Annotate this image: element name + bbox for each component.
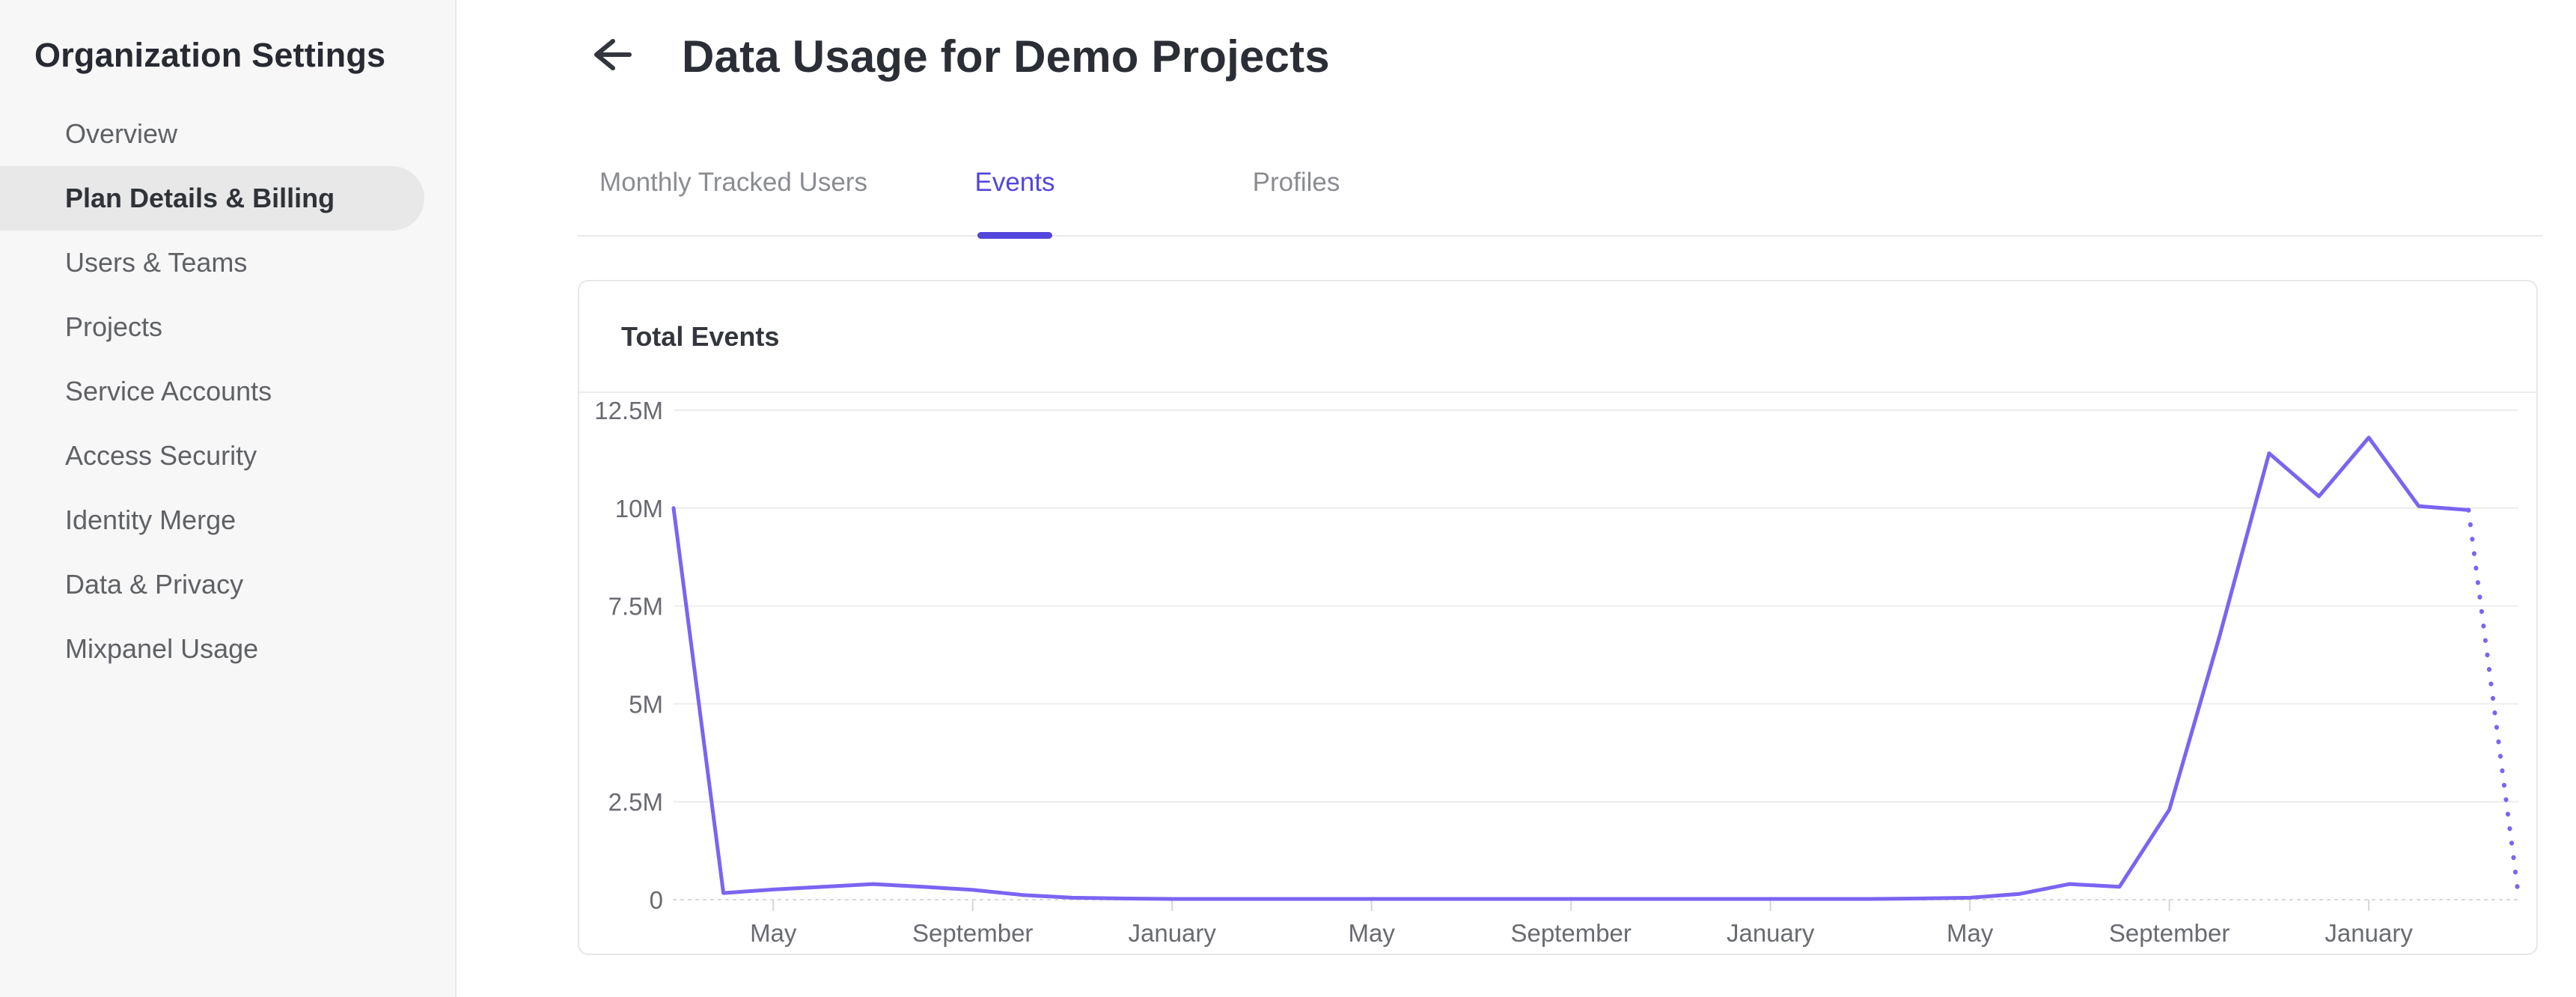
y-axis-label: 0: [650, 886, 663, 914]
sidebar-title: Organization Settings: [34, 36, 386, 74]
y-axis-label: 2.5M: [608, 788, 663, 816]
main-content: Data Usage for Demo Projects Monthly Tra…: [457, 0, 2576, 997]
tab-label: Events: [974, 168, 1055, 197]
y-axis-label: 12.5M: [594, 397, 663, 424]
page-title: Data Usage for Demo Projects: [682, 31, 1330, 82]
x-axis-label: January: [1727, 919, 1815, 947]
total-events-chart[interactable]: 12.5M 10M 7.5M 5M 2.5M 0 May September January Ma…: [579, 393, 2536, 951]
x-axis-label: May: [750, 919, 797, 947]
active-tab-underline: [977, 232, 1052, 239]
sidebar-item-service-accounts[interactable]: Service Accounts: [65, 376, 272, 406]
sidebar-nav: Overview Plan Details & Billing Users & Te…: [0, 102, 455, 681]
tab-label: Monthly Tracked Users: [599, 168, 867, 197]
sidebar-item-plan-details-billing[interactable]: Plan Details & Billing: [0, 166, 424, 231]
back-button[interactable]: [586, 32, 634, 80]
x-axis-label: May: [1349, 919, 1396, 947]
x-axis-label: September: [1510, 919, 1631, 947]
page-header: Data Usage for Demo Projects: [586, 28, 1330, 84]
y-axis-label: 5M: [629, 690, 663, 718]
sidebar-item-overview[interactable]: Overview: [65, 118, 178, 149]
card-title: Total Events: [621, 320, 780, 352]
sidebar-item-projects[interactable]: Projects: [65, 311, 163, 342]
x-axis-label: May: [1947, 919, 1994, 947]
tab-monthly-tracked-users[interactable]: Monthly Tracked Users: [593, 130, 874, 235]
y-axis-label: 7.5M: [608, 593, 663, 621]
total-events-line: [671, 436, 2470, 901]
line-chart-canvas: 12.5M 10M 7.5M 5M 2.5M 0 May September January Ma…: [594, 397, 2521, 947]
sidebar-item-access-security[interactable]: Access Security: [65, 440, 257, 471]
sidebar-item-data-privacy[interactable]: Data & Privacy: [65, 569, 244, 600]
card-header: Total Events: [579, 281, 2536, 393]
tab-profiles[interactable]: Profiles: [1156, 130, 1437, 235]
sidebar-item-mixpanel-usage[interactable]: Mixpanel Usage: [65, 633, 259, 664]
left-arrow-icon: [586, 35, 634, 78]
tab-events[interactable]: Events: [874, 130, 1156, 239]
tabs-row: Monthly Tracked Users Events Profiles: [578, 130, 2542, 239]
total-events-card: Total Events 12.5M 10M 7.5M 5M 2.5M 0 May Septe…: [578, 280, 2538, 955]
x-axis-label: September: [912, 919, 1033, 947]
y-axis-label: 10M: [615, 495, 663, 522]
total-events-line-projected-dotted: [2466, 507, 2521, 897]
organization-settings-sidebar: Organization Settings Overview Plan Detai…: [0, 0, 457, 997]
tab-label: Profiles: [1252, 168, 1340, 197]
x-axis-label: January: [1129, 919, 1217, 947]
sidebar-item-users-teams[interactable]: Users & Teams: [65, 247, 248, 278]
sidebar-item-identity-merge[interactable]: Identity Merge: [65, 504, 236, 535]
x-axis-label: January: [2325, 919, 2413, 947]
x-axis-label: September: [2109, 919, 2229, 947]
